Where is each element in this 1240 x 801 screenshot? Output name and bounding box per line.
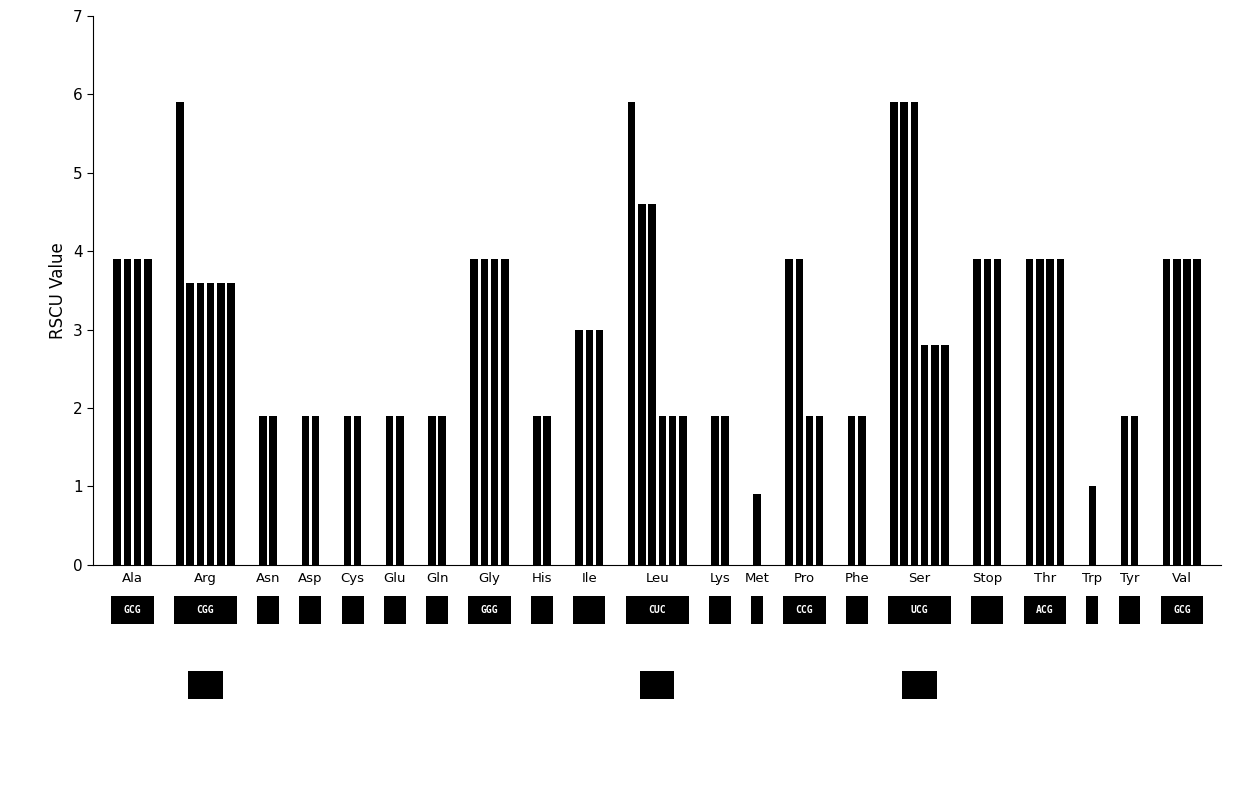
Bar [973, 259, 981, 565]
Bar [1183, 259, 1190, 565]
Bar [188, 671, 223, 699]
Bar [921, 345, 929, 565]
Bar [658, 416, 666, 565]
Bar [134, 259, 141, 565]
Bar [910, 103, 918, 565]
Bar [343, 416, 351, 565]
Text: GGG: GGG [481, 605, 498, 614]
Bar [900, 103, 908, 565]
Bar [1047, 259, 1054, 565]
Bar [1118, 596, 1141, 624]
Bar [668, 416, 676, 565]
Bar [785, 259, 792, 565]
Bar [931, 345, 939, 565]
Bar [1161, 596, 1203, 624]
Bar [269, 416, 277, 565]
Bar [543, 416, 551, 565]
Bar [846, 596, 868, 624]
Text: CGG: CGG [197, 605, 215, 614]
Bar [491, 259, 498, 565]
Text: ACG: ACG [1037, 605, 1054, 614]
Bar [806, 416, 813, 565]
Y-axis label: RSCU Value: RSCU Value [50, 242, 67, 339]
Bar [174, 596, 237, 624]
Bar [113, 259, 122, 565]
Bar [709, 596, 730, 624]
Bar [639, 204, 646, 565]
Bar [753, 494, 761, 565]
Bar [626, 596, 688, 624]
Text: CCG: CCG [796, 605, 813, 614]
Bar [711, 416, 718, 565]
Bar [649, 204, 656, 565]
Bar [848, 416, 856, 565]
Bar [751, 610, 763, 624]
Bar [1163, 259, 1171, 565]
Bar [259, 416, 267, 565]
Text: GCG: GCG [124, 605, 141, 614]
Bar [1121, 416, 1128, 565]
Bar [257, 596, 279, 624]
Bar [386, 416, 393, 565]
Bar [397, 416, 404, 565]
Bar [680, 416, 687, 565]
Bar [858, 416, 866, 565]
Bar [971, 596, 1003, 624]
Bar [983, 259, 991, 565]
Bar [207, 283, 215, 565]
Bar [342, 596, 363, 624]
Bar [1037, 259, 1044, 565]
Text: UCG: UCG [910, 605, 929, 614]
Bar [531, 596, 553, 624]
Bar [903, 671, 936, 699]
Bar [470, 259, 477, 565]
Bar [784, 596, 826, 624]
Bar [573, 596, 605, 624]
Bar [300, 596, 321, 624]
Bar [469, 596, 511, 624]
Text: GCG: GCG [1173, 605, 1190, 614]
Bar [186, 283, 193, 565]
Bar [439, 416, 446, 565]
Bar [796, 259, 804, 565]
Bar [427, 596, 448, 624]
Bar [533, 416, 541, 565]
Bar [585, 329, 593, 565]
Bar [1131, 416, 1138, 565]
Bar [112, 596, 154, 624]
Bar [176, 103, 184, 565]
Bar [890, 103, 898, 565]
Bar [1024, 596, 1066, 624]
Bar [1056, 259, 1064, 565]
Bar [627, 103, 635, 565]
Bar [1193, 259, 1202, 565]
Bar [501, 259, 508, 565]
Bar [575, 329, 583, 565]
Bar [640, 671, 675, 699]
Bar [816, 416, 823, 565]
Bar [941, 345, 949, 565]
Bar [428, 416, 435, 565]
Bar [1086, 596, 1099, 624]
Bar [144, 259, 151, 565]
Bar [993, 259, 1002, 565]
Bar [217, 283, 224, 565]
Bar [311, 416, 319, 565]
Bar [1025, 259, 1033, 565]
Bar [124, 259, 131, 565]
Bar [384, 596, 405, 624]
Bar [197, 283, 205, 565]
Bar [596, 329, 604, 565]
Text: CUC: CUC [649, 605, 666, 614]
Bar [888, 596, 951, 624]
Bar [1173, 259, 1180, 565]
Bar [481, 259, 489, 565]
Bar [751, 596, 763, 624]
Bar [227, 283, 234, 565]
Bar [301, 416, 309, 565]
Bar [1089, 486, 1096, 565]
Bar [722, 416, 729, 565]
Bar [353, 416, 362, 565]
